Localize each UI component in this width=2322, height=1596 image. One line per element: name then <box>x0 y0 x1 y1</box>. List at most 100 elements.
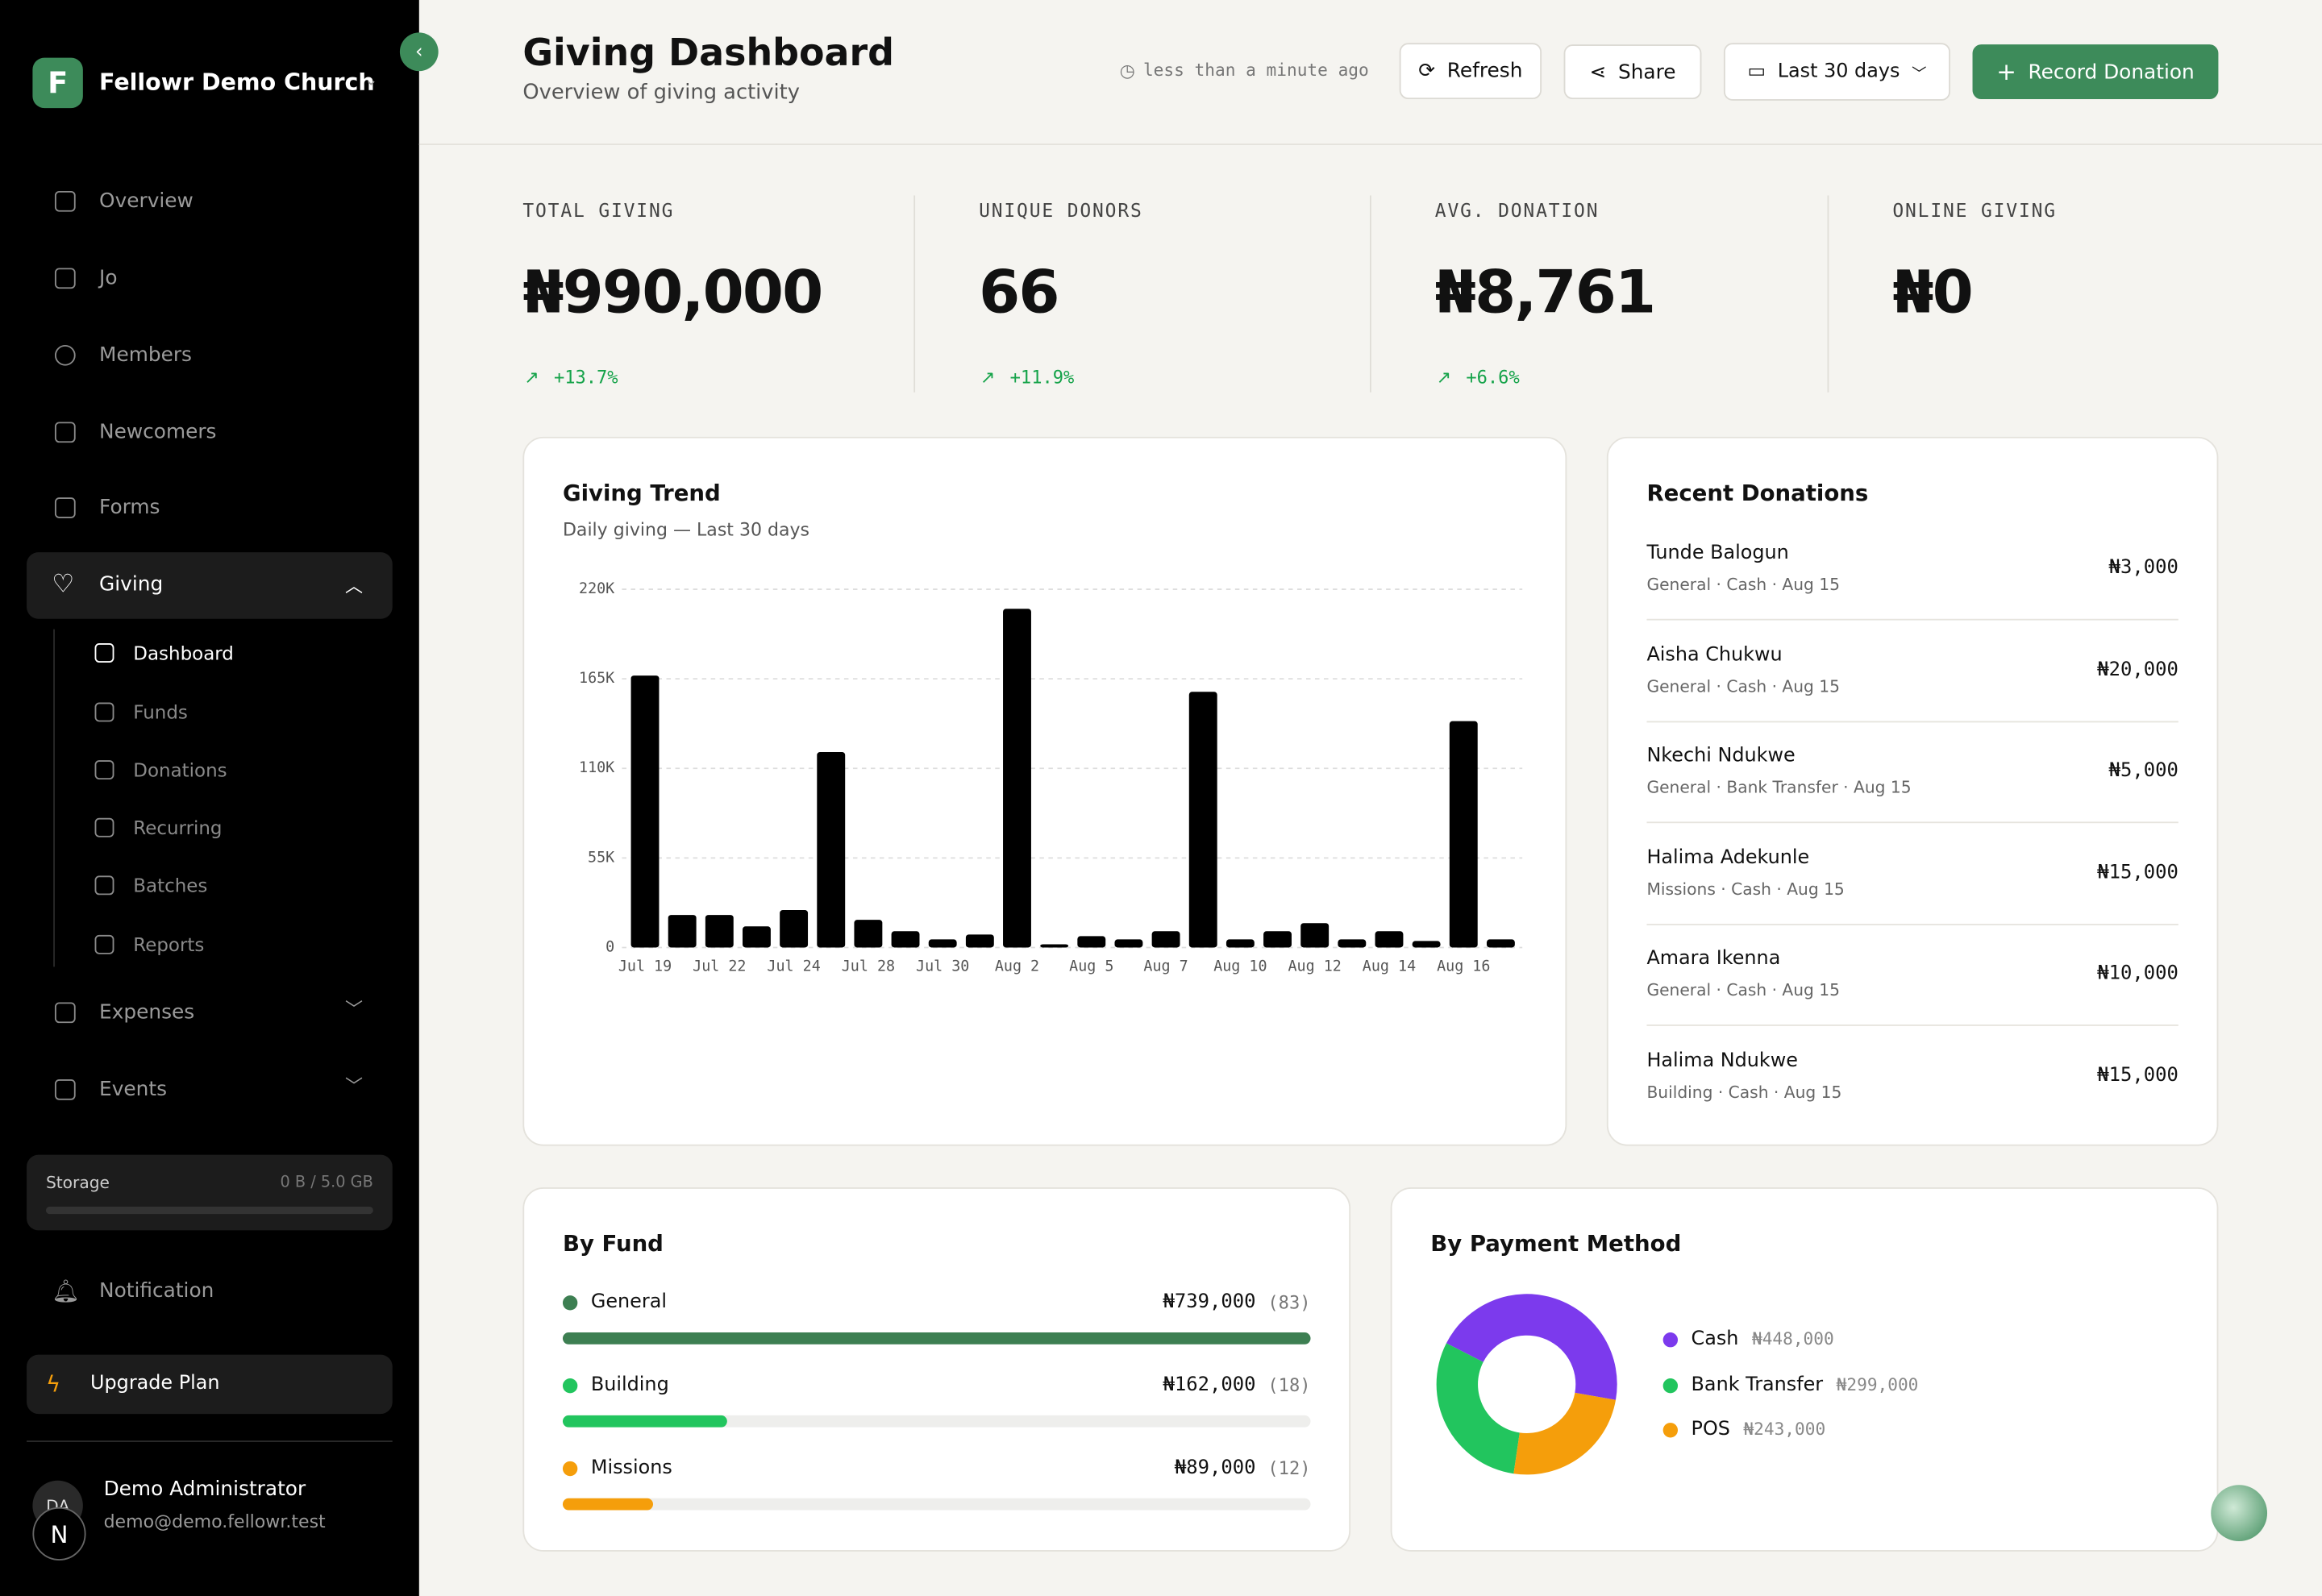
fund-dot <box>562 1461 578 1477</box>
nav-item[interactable]: Notification <box>99 1278 214 1303</box>
assistant-bubble[interactable] <box>2211 1485 2268 1542</box>
fund-bar <box>562 1332 1311 1345</box>
bar <box>1040 944 1069 948</box>
legend-value: ₦299,000 <box>1836 1373 1919 1394</box>
sub-item[interactable]: Batches <box>133 874 208 897</box>
legend-item: Cash ₦448,000 <box>1692 1328 1834 1352</box>
sub-item[interactable]: Reports <box>133 933 205 956</box>
donor-name: Nkechi Ndukwe <box>1646 745 1796 768</box>
stat-change: +6.6% <box>1466 367 1520 388</box>
donation-meta: General · Cash · Aug 15 <box>1646 981 1841 1001</box>
badge[interactable]: N <box>32 1507 86 1561</box>
bar <box>965 934 994 948</box>
donor-name: Tunde Balogun <box>1646 542 1789 565</box>
nav-item[interactable]: Members <box>99 343 193 368</box>
x-tick-label: Aug 14 <box>1363 958 1416 975</box>
stat-change: +13.7% <box>553 367 618 388</box>
row-divider <box>1646 720 2178 722</box>
sub-item[interactable]: Funds <box>133 700 188 724</box>
icon <box>54 422 76 443</box>
payment-card <box>1390 1187 2219 1552</box>
donation-meta: General · Bank Transfer · Aug 15 <box>1646 778 1912 798</box>
donut-slice <box>1513 1392 1617 1475</box>
card-subtitle: Daily giving — Last 30 days <box>562 519 810 541</box>
nav-item[interactable]: Forms <box>99 496 160 520</box>
nav-item[interactable]: Overview <box>99 189 194 214</box>
donation-meta: General · Cash · Aug 15 <box>1646 676 1841 696</box>
donor-name: Halima Adekunle <box>1646 846 1810 870</box>
bar <box>780 910 809 948</box>
sub-item[interactable]: Dashboard <box>133 642 234 664</box>
date-range[interactable]: ▭ Last 30 days ﹀ <box>1723 43 1950 101</box>
button-label: Refresh <box>1446 59 1523 83</box>
storage-usage: 0 B / 5.0 GB <box>280 1173 373 1192</box>
nav-item[interactable]: Expenses <box>99 1000 195 1025</box>
y-tick-label: 220K <box>579 580 614 597</box>
x-tick-label: Aug 12 <box>1288 958 1342 975</box>
storage-bar <box>45 1206 373 1215</box>
sub-item[interactable]: Donations <box>133 759 227 781</box>
bar <box>1338 939 1367 948</box>
donut-slice <box>1446 1294 1617 1400</box>
upgrade-box[interactable] <box>27 1354 393 1415</box>
trend-arrow: ↗ <box>1436 367 1452 388</box>
x-tick-label: Jul 24 <box>767 958 820 975</box>
bar <box>1151 931 1180 948</box>
divider <box>27 1440 393 1442</box>
button-label: Record Donation <box>2028 60 2195 84</box>
button-label: Share <box>1617 60 1676 84</box>
bell-icon: 🔔︎ <box>52 1278 81 1305</box>
icon <box>94 702 114 722</box>
bolt-icon: ϟ <box>45 1370 61 1398</box>
nav-item[interactable]: Events <box>99 1077 168 1102</box>
page-title: Giving Dashboard <box>522 31 895 74</box>
legend-value: ₦243,000 <box>1743 1418 1826 1440</box>
icon <box>94 875 114 896</box>
stat-divider <box>1369 195 1371 393</box>
legend-value: ₦448,000 <box>1751 1328 1834 1349</box>
org-name[interactable]: Fellowr Demo Church <box>99 69 375 96</box>
chevron: ﹀ <box>1912 66 1927 83</box>
sub-item[interactable]: Recurring <box>133 816 223 839</box>
fund-name: General <box>590 1291 667 1314</box>
refresh-button[interactable]: ⟳ Refresh <box>1399 43 1542 100</box>
share-button[interactable]: ⋖ Share <box>1563 44 1702 100</box>
icon <box>54 190 76 212</box>
nav-item[interactable]: Giving <box>99 572 164 597</box>
nav-active[interactable] <box>27 552 393 619</box>
icon <box>94 643 114 663</box>
bar <box>1449 721 1478 948</box>
page-subtitle: Overview of giving activity <box>522 81 800 105</box>
heart-icon: ♡ <box>52 569 75 600</box>
bar <box>1486 939 1515 948</box>
legend-label: Cash <box>1691 1328 1739 1351</box>
card-title: By Fund <box>562 1230 664 1257</box>
bar <box>1077 936 1106 948</box>
legend-dot <box>1662 1378 1679 1393</box>
bar <box>1114 939 1143 948</box>
nav-item[interactable]: Newcomers <box>99 420 217 444</box>
legend-item: POS ₦243,000 <box>1692 1419 1826 1442</box>
stat-label: AVG. DONATION <box>1434 199 1600 222</box>
bar <box>1375 931 1404 948</box>
collapse-button[interactable]: ‹ <box>399 32 439 72</box>
record-donation[interactable]: + Record Donation <box>1972 44 2219 100</box>
row-divider <box>1646 618 2178 621</box>
y-tick-label: 0 <box>605 939 614 956</box>
sub-line <box>53 629 55 967</box>
icon <box>54 497 76 518</box>
header-divider <box>418 143 2322 146</box>
x-tick-label: Jul 22 <box>693 958 746 975</box>
stat-divider <box>913 195 916 393</box>
x-tick-label: Aug 7 <box>1143 958 1188 975</box>
donut-slice <box>1436 1343 1520 1474</box>
nav-item[interactable]: Jo <box>99 266 118 290</box>
upgrade[interactable]: Upgrade Plan <box>90 1373 220 1395</box>
legend-item: Bank Transfer ₦299,000 <box>1692 1374 1919 1397</box>
x-tick-label: Aug 2 <box>995 958 1039 975</box>
org-chevron[interactable]: ⌄ <box>364 70 378 89</box>
bar <box>743 926 771 948</box>
